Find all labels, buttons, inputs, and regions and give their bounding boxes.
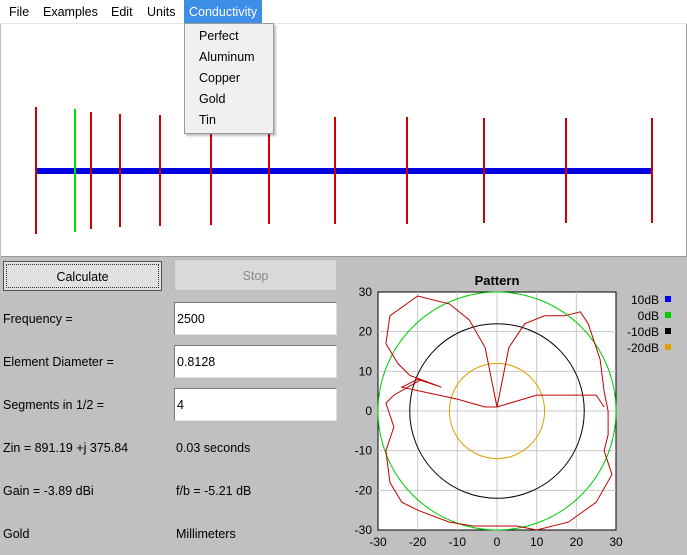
legend-label: -20dB: [627, 341, 659, 355]
x-tick-label: 20: [570, 535, 584, 549]
legend-label: 0dB: [638, 309, 659, 323]
legend-swatch: [665, 296, 671, 302]
x-tick-label: 30: [609, 535, 623, 549]
frequency-label: Frequency =: [3, 312, 73, 326]
pattern-trace: [385, 311, 613, 531]
menu-units[interactable]: Units: [147, 5, 176, 19]
menu-file[interactable]: File: [9, 5, 30, 19]
y-tick-label: 10: [359, 364, 373, 378]
legend-label: -10dB: [627, 325, 659, 339]
conductivity-copper[interactable]: Copper: [199, 71, 240, 85]
frequency-input[interactable]: [174, 302, 337, 335]
menu-examples[interactable]: Examples: [43, 5, 98, 19]
conductivity-tin[interactable]: Tin: [199, 113, 216, 127]
x-tick-label: 0: [494, 535, 501, 549]
y-tick-label: 0: [365, 404, 372, 418]
chart-title: Pattern: [475, 273, 520, 288]
segments-label: Segments in 1/2 =: [3, 398, 105, 412]
diameter-input[interactable]: [174, 345, 337, 378]
menu-edit[interactable]: Edit: [111, 5, 133, 19]
x-tick-label: -10: [449, 535, 467, 549]
reference-circle: [377, 291, 617, 531]
stop-button[interactable]: Stop: [174, 259, 337, 291]
legend-swatch: [665, 344, 671, 350]
conductivity-aluminum[interactable]: Aluminum: [199, 50, 255, 64]
legend-swatch: [665, 312, 671, 318]
fb-readout: f/b = -5.21 dB: [176, 484, 252, 498]
y-tick-label: 20: [359, 325, 373, 339]
y-tick-label: -10: [355, 444, 373, 458]
x-tick-label: -30: [369, 535, 387, 549]
reference-circle: [409, 323, 585, 499]
time-readout: 0.03 seconds: [176, 441, 251, 455]
pattern-trace: [496, 394, 605, 408]
y-tick-label: -20: [355, 483, 373, 497]
calculate-button[interactable]: Calculate: [3, 261, 162, 291]
y-tick-label: -30: [355, 523, 373, 537]
conductivity-dropdown: Perfect Aluminum Copper Gold Tin: [184, 23, 274, 134]
menu-conductivity[interactable]: Conductivity: [184, 0, 263, 23]
pattern-trace: [385, 295, 498, 408]
legend-swatch: [665, 328, 671, 334]
segments-input[interactable]: [174, 388, 337, 421]
material-readout: Gold: [3, 527, 30, 541]
y-tick-label: 30: [359, 285, 373, 299]
conductivity-gold[interactable]: Gold: [199, 92, 226, 106]
units-readout: Millimeters: [176, 527, 236, 541]
zin-readout: Zin = 891.19 +j 375.84: [3, 441, 129, 455]
conductivity-perfect[interactable]: Perfect: [199, 29, 239, 43]
legend-label: 10dB: [631, 293, 659, 307]
diameter-label: Element Diameter =: [3, 355, 114, 369]
antenna-canvas: [1, 24, 687, 257]
x-tick-label: -20: [409, 535, 427, 549]
pattern-chart: Pattern -30 -20 -10 0 10 20 30 30 20 10 0 -10 -20 -30…: [355, 273, 671, 549]
reference-circle: [448, 362, 546, 460]
gain-readout: Gain = -3.89 dBi: [3, 484, 94, 498]
menu-bar: File Examples Edit Units Conductivity: [0, 0, 687, 24]
antenna-diagram: [35, 107, 653, 234]
x-tick-label: 10: [530, 535, 544, 549]
